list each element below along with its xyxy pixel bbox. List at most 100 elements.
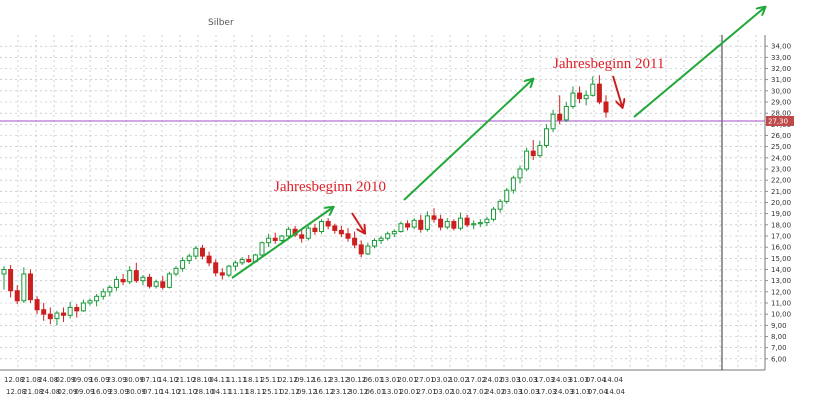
y-tick-label: 11,00 [771, 300, 791, 308]
y-tick-label: 33,00 [771, 54, 791, 62]
candle-body [34, 299, 40, 311]
x-tick-label: 14.10 [158, 376, 178, 384]
candle-body [41, 309, 47, 315]
x-tick-label: 30.12 [346, 376, 366, 384]
candle [471, 220, 477, 230]
x-tick-label-secondary: 21.08 [23, 388, 43, 396]
x-tick-label-secondary: 23.12 [331, 388, 351, 396]
y-tick-label: 23,00 [771, 166, 791, 174]
candle-body [312, 227, 318, 233]
candle [180, 257, 186, 272]
x-tick-label: 10.03 [517, 376, 537, 384]
x-tick-label-secondary: 14.10 [160, 388, 180, 396]
candle [67, 301, 73, 319]
candle [398, 221, 404, 233]
x-tick-label-secondary: 14.04 [605, 388, 626, 396]
candle-body [259, 242, 265, 256]
x-tick-label-secondary: 09.09 [74, 388, 94, 396]
x-tick-label: 07.10 [141, 376, 161, 384]
candle [61, 307, 67, 322]
candle-body [332, 225, 338, 231]
candle [133, 262, 139, 283]
candle-body [550, 113, 556, 130]
x-tick-label-secondary: 20.01 [400, 388, 420, 396]
x-axis: 12.0812.0821.0821.0824.0824.0802.0902.09… [4, 376, 625, 396]
candle [213, 259, 219, 277]
trend-arrow-1 [231, 208, 332, 279]
x-tick-label-secondary: 10.02 [451, 388, 471, 396]
candle-body [279, 235, 285, 241]
x-tick-label: 13.01 [380, 376, 400, 384]
candle [332, 223, 338, 234]
current-price-marker: 27,30 [766, 115, 794, 126]
y-axis: 6,00 7,00 8,00 9,00 10,00 11,00 12,00 13,00 14,0… [765, 43, 791, 363]
candle-body [510, 177, 516, 191]
candle [173, 266, 179, 277]
x-tick-label: 12.08 [4, 376, 24, 384]
candle-body [27, 273, 33, 301]
candle [120, 273, 126, 286]
candle-body [325, 220, 331, 227]
candle-body [477, 222, 483, 225]
trend-arrow-3 [633, 8, 764, 118]
x-tick-label: 20.01 [398, 376, 418, 384]
candle-body [127, 270, 133, 283]
x-tick-label-secondary: 21.10 [177, 388, 197, 396]
candle-body [444, 220, 450, 228]
candle-body [570, 92, 576, 107]
x-tick-label: 17.03 [534, 376, 554, 384]
candle [510, 175, 516, 194]
candle-body [193, 247, 199, 257]
x-tick-label: 23.09 [107, 376, 127, 384]
candle-body [213, 262, 219, 274]
candle-body [14, 290, 20, 302]
candle-body [524, 150, 530, 170]
y-tick-label: 31,00 [771, 76, 791, 84]
candle-body [371, 239, 377, 247]
candle-body [319, 220, 325, 233]
candle-body [67, 306, 73, 316]
candle-body [491, 208, 497, 220]
candle [451, 219, 457, 231]
candle-body [233, 262, 239, 267]
x-tick-label-secondary: 23.09 [109, 388, 129, 396]
candle [299, 229, 305, 243]
candle-body [219, 272, 225, 276]
y-tick-label: 24,00 [771, 154, 791, 162]
candle-body [504, 189, 510, 202]
y-tick-label: 22,00 [771, 177, 791, 185]
candle-body [305, 227, 311, 239]
x-tick-label-secondary: 27.01 [417, 388, 437, 396]
x-tick-label: 16.12 [312, 376, 332, 384]
x-tick-label: 14.04 [603, 376, 624, 384]
y-tick-label: 10,00 [771, 311, 791, 319]
y-tick-label: 32,00 [771, 65, 791, 73]
x-tick-label: 21.08 [21, 376, 41, 384]
y-tick-label: 8,00 [771, 333, 787, 341]
candle-body [186, 255, 192, 262]
candle [153, 279, 159, 289]
candle-body [239, 258, 245, 264]
x-tick-label: 02.12 [278, 376, 298, 384]
candle-body [345, 233, 351, 239]
trend-arrow-2 [403, 80, 532, 201]
y-tick-label: 14,00 [771, 266, 791, 274]
candle [504, 187, 510, 204]
grid-layer [0, 35, 766, 371]
candle-body [199, 247, 205, 257]
y-tick-label: 13,00 [771, 277, 791, 285]
price-box-label: 27,30 [768, 117, 788, 125]
candle [530, 139, 536, 161]
candle-body [378, 237, 384, 241]
candle [27, 269, 33, 303]
candle [272, 232, 278, 244]
candle [517, 165, 523, 184]
candle [127, 266, 133, 285]
x-tick-label-secondary: 07.10 [143, 388, 163, 396]
x-tick-label-secondary: 10.03 [519, 388, 539, 396]
y-tick-label: 21,00 [771, 188, 791, 196]
candle-body [153, 281, 159, 287]
candle [226, 265, 232, 278]
candle-body [405, 223, 411, 228]
x-tick-label: 10.02 [449, 376, 469, 384]
